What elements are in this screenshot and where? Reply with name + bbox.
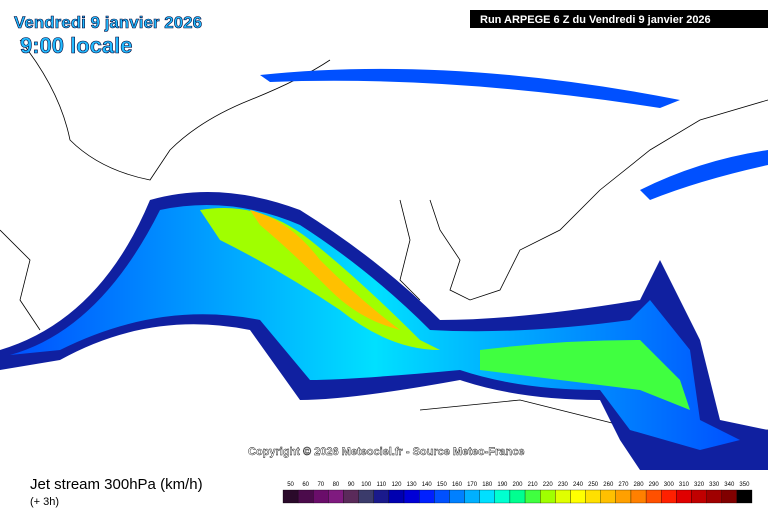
scale-label: 290 [649, 482, 660, 488]
scale-swatch [358, 489, 374, 504]
scale-label: 140 [422, 482, 433, 488]
scale-label: 80 [333, 482, 340, 488]
scale-swatch [494, 489, 511, 504]
scale-swatch [434, 489, 450, 504]
scale-label: 340 [724, 482, 735, 488]
color-scale: 50 60 70 80 90 100 110 120 130 140 150 160 170 180 190… [282, 482, 753, 504]
scale-swatch [721, 489, 738, 504]
scale-label: 240 [573, 482, 584, 488]
scale-swatch [464, 489, 480, 504]
legend-title: Jet stream 300hPa (km/h) [30, 476, 203, 493]
scale-label: 320 [694, 482, 705, 488]
scale-label: 60 [302, 482, 309, 488]
scale-swatch [282, 489, 299, 504]
scale-label: 350 [739, 482, 750, 488]
scale-swatch [661, 489, 677, 504]
run-box [470, 10, 768, 28]
scale-label: 50 [287, 482, 294, 488]
scale-swatch [555, 489, 571, 504]
scale-swatch [585, 489, 601, 504]
scale-swatch [313, 489, 329, 504]
scale-swatch [419, 489, 435, 504]
scale-label: 170 [467, 482, 478, 488]
scale-swatch [524, 489, 541, 504]
coastlines [0, 39, 768, 441]
scale-swatch [297, 489, 314, 504]
scale-swatch [403, 489, 420, 504]
scale-swatch [600, 489, 616, 504]
scale-label: 330 [709, 482, 720, 488]
scale-label: 230 [558, 482, 569, 488]
scale-swatch [328, 489, 344, 504]
scale-swatch [570, 489, 586, 504]
date: Vendredi 9 janvier 2026 [14, 13, 202, 32]
scale-swatch [691, 489, 707, 504]
scale-label: 160 [452, 482, 463, 488]
scale-swatch [676, 489, 692, 504]
jet-stream [0, 68, 768, 470]
scale-label: 130 [407, 482, 418, 488]
scale-label: 250 [588, 482, 599, 488]
scale-swatch [615, 489, 632, 504]
scale-label: 110 [377, 482, 387, 488]
scale-swatch [449, 489, 465, 504]
scale-label: 190 [497, 482, 508, 488]
scale-swatch [373, 489, 390, 504]
scale-label: 180 [482, 482, 493, 488]
scale-label: 210 [528, 482, 539, 488]
scale-label: 90 [348, 482, 355, 488]
scale-swatch [540, 489, 556, 504]
scale-swatch [388, 489, 405, 504]
scale-label: 270 [618, 482, 629, 488]
run-label: Run ARPEGE 6 Z du Vendredi 9 janvier 202… [480, 14, 711, 26]
scale-label: 280 [634, 482, 645, 488]
scale-swatch [645, 489, 662, 504]
scale-label: 100 [361, 482, 372, 488]
scale-swatch [343, 489, 359, 504]
scale-swatch [630, 489, 647, 504]
copyright: Copyright © 2026 Meteociel.fr - Source M… [248, 446, 524, 458]
scale-label: 70 [317, 482, 324, 488]
step: (+ 3h) [30, 496, 59, 508]
scale-label: 200 [512, 482, 523, 488]
scale-swatch [706, 489, 722, 504]
time: 9:00 locale [20, 33, 133, 58]
scale-label: 150 [437, 482, 448, 488]
scale-label: 120 [391, 482, 402, 488]
scale-swatch [509, 489, 526, 504]
scale-label: 220 [543, 482, 554, 488]
scale-swatch [479, 489, 495, 504]
scale-swatch [736, 489, 753, 504]
scale-label: 310 [679, 482, 690, 488]
scale-label: 260 [603, 482, 614, 488]
scale-label: 300 [664, 482, 675, 488]
